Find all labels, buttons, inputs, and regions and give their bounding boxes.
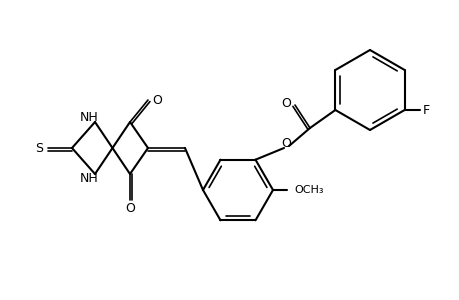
- Text: O: O: [125, 202, 134, 215]
- Text: OCH₃: OCH₃: [294, 185, 323, 195]
- Text: NH: NH: [79, 172, 98, 185]
- Text: NH: NH: [79, 110, 98, 124]
- Text: O: O: [280, 136, 290, 149]
- Text: S: S: [35, 142, 43, 154]
- Text: F: F: [422, 103, 429, 116]
- Text: O: O: [280, 97, 290, 110]
- Text: O: O: [152, 94, 162, 106]
